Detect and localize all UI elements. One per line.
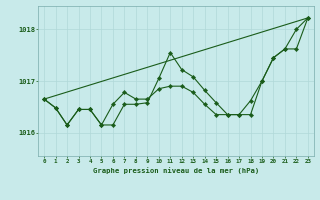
X-axis label: Graphe pression niveau de la mer (hPa): Graphe pression niveau de la mer (hPa): [93, 167, 259, 174]
